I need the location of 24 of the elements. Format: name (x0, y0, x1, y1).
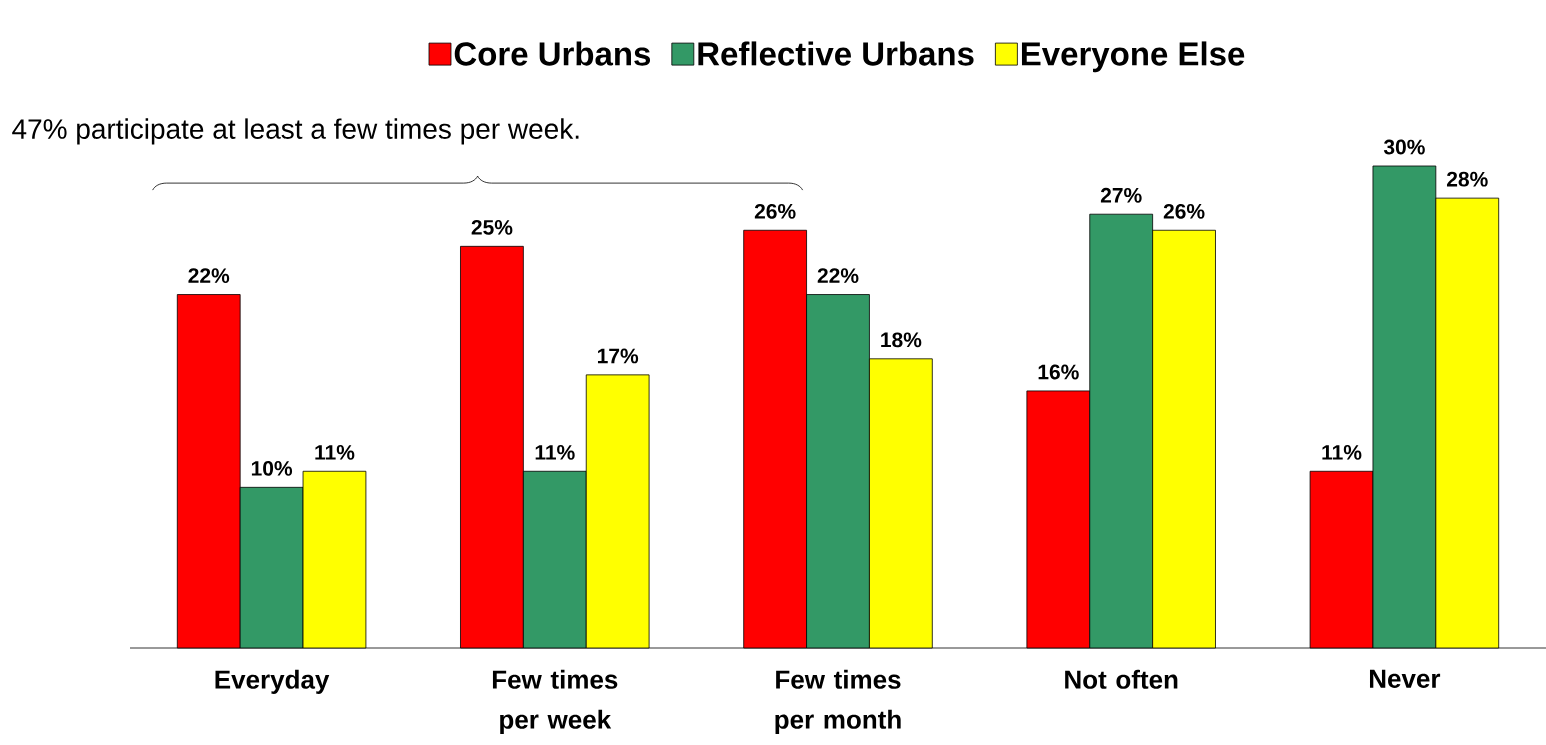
data-label: 16% (1038, 364, 1079, 380)
data-label: 11% (1322, 444, 1362, 460)
data-label: 26% (1163, 203, 1205, 219)
legend-label: Core Urbans (454, 41, 651, 66)
x-tick-label: Few times per week (492, 669, 618, 734)
data-label: 11% (535, 444, 575, 460)
data-label: 28% (1446, 171, 1488, 187)
x-tick-label: Not often (1065, 669, 1178, 689)
legend-label: Everyone Else (1021, 41, 1245, 73)
x-tick-label: Never (1369, 669, 1441, 688)
data-label: 11% (315, 444, 355, 460)
data-label: 26% (754, 203, 796, 219)
data-label: 30% (1383, 139, 1425, 155)
data-label: 27% (1100, 187, 1142, 203)
data-label: 22% (817, 268, 859, 284)
x-tick-label: Few times per month (775, 669, 901, 734)
data-label: 22% (188, 268, 230, 284)
data-label: 18% (881, 332, 922, 348)
data-label: 17% (597, 348, 639, 364)
x-tick-label: Everyday (215, 669, 330, 694)
text: 47% participate at least a few times per week. (12, 118, 579, 145)
legend-label: Reflective Urbans (698, 41, 974, 66)
data-label: 10% (251, 460, 293, 476)
data-label: 25% (471, 219, 513, 235)
